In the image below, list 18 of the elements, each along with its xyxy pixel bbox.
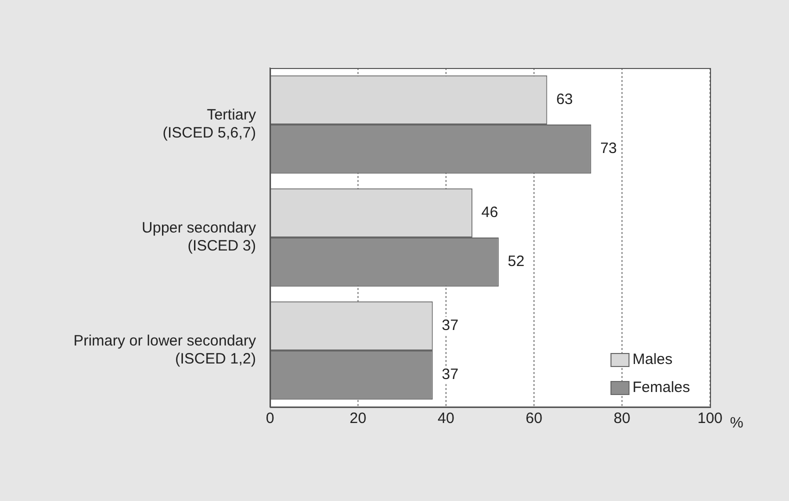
data-label: 73 <box>600 140 617 158</box>
data-label: 63 <box>556 91 573 108</box>
x-tick-label: 0 <box>266 410 274 428</box>
legend-label: Males <box>632 351 672 368</box>
legend-label: Females <box>632 379 690 396</box>
x-tick-label: 100 <box>697 410 723 428</box>
x-tick-label: 80 <box>614 410 630 428</box>
data-label: 37 <box>442 366 458 384</box>
x-tick-label: 40 <box>438 410 454 428</box>
data-label: 52 <box>508 253 524 270</box>
y-tick-label: Primary or lower secondary (ISCED 1,2) <box>73 332 256 368</box>
x-axis-title: % <box>730 414 744 432</box>
x-tick-label: 60 <box>526 410 542 428</box>
y-tick-label: Tertiary (ISCED 5,6,7) <box>162 106 256 142</box>
data-label: 37 <box>442 317 458 334</box>
y-tick-label: Upper secondary (ISCED 3) <box>142 220 256 255</box>
data-label: 46 <box>481 204 498 222</box>
x-tick-label: 20 <box>350 410 366 428</box>
